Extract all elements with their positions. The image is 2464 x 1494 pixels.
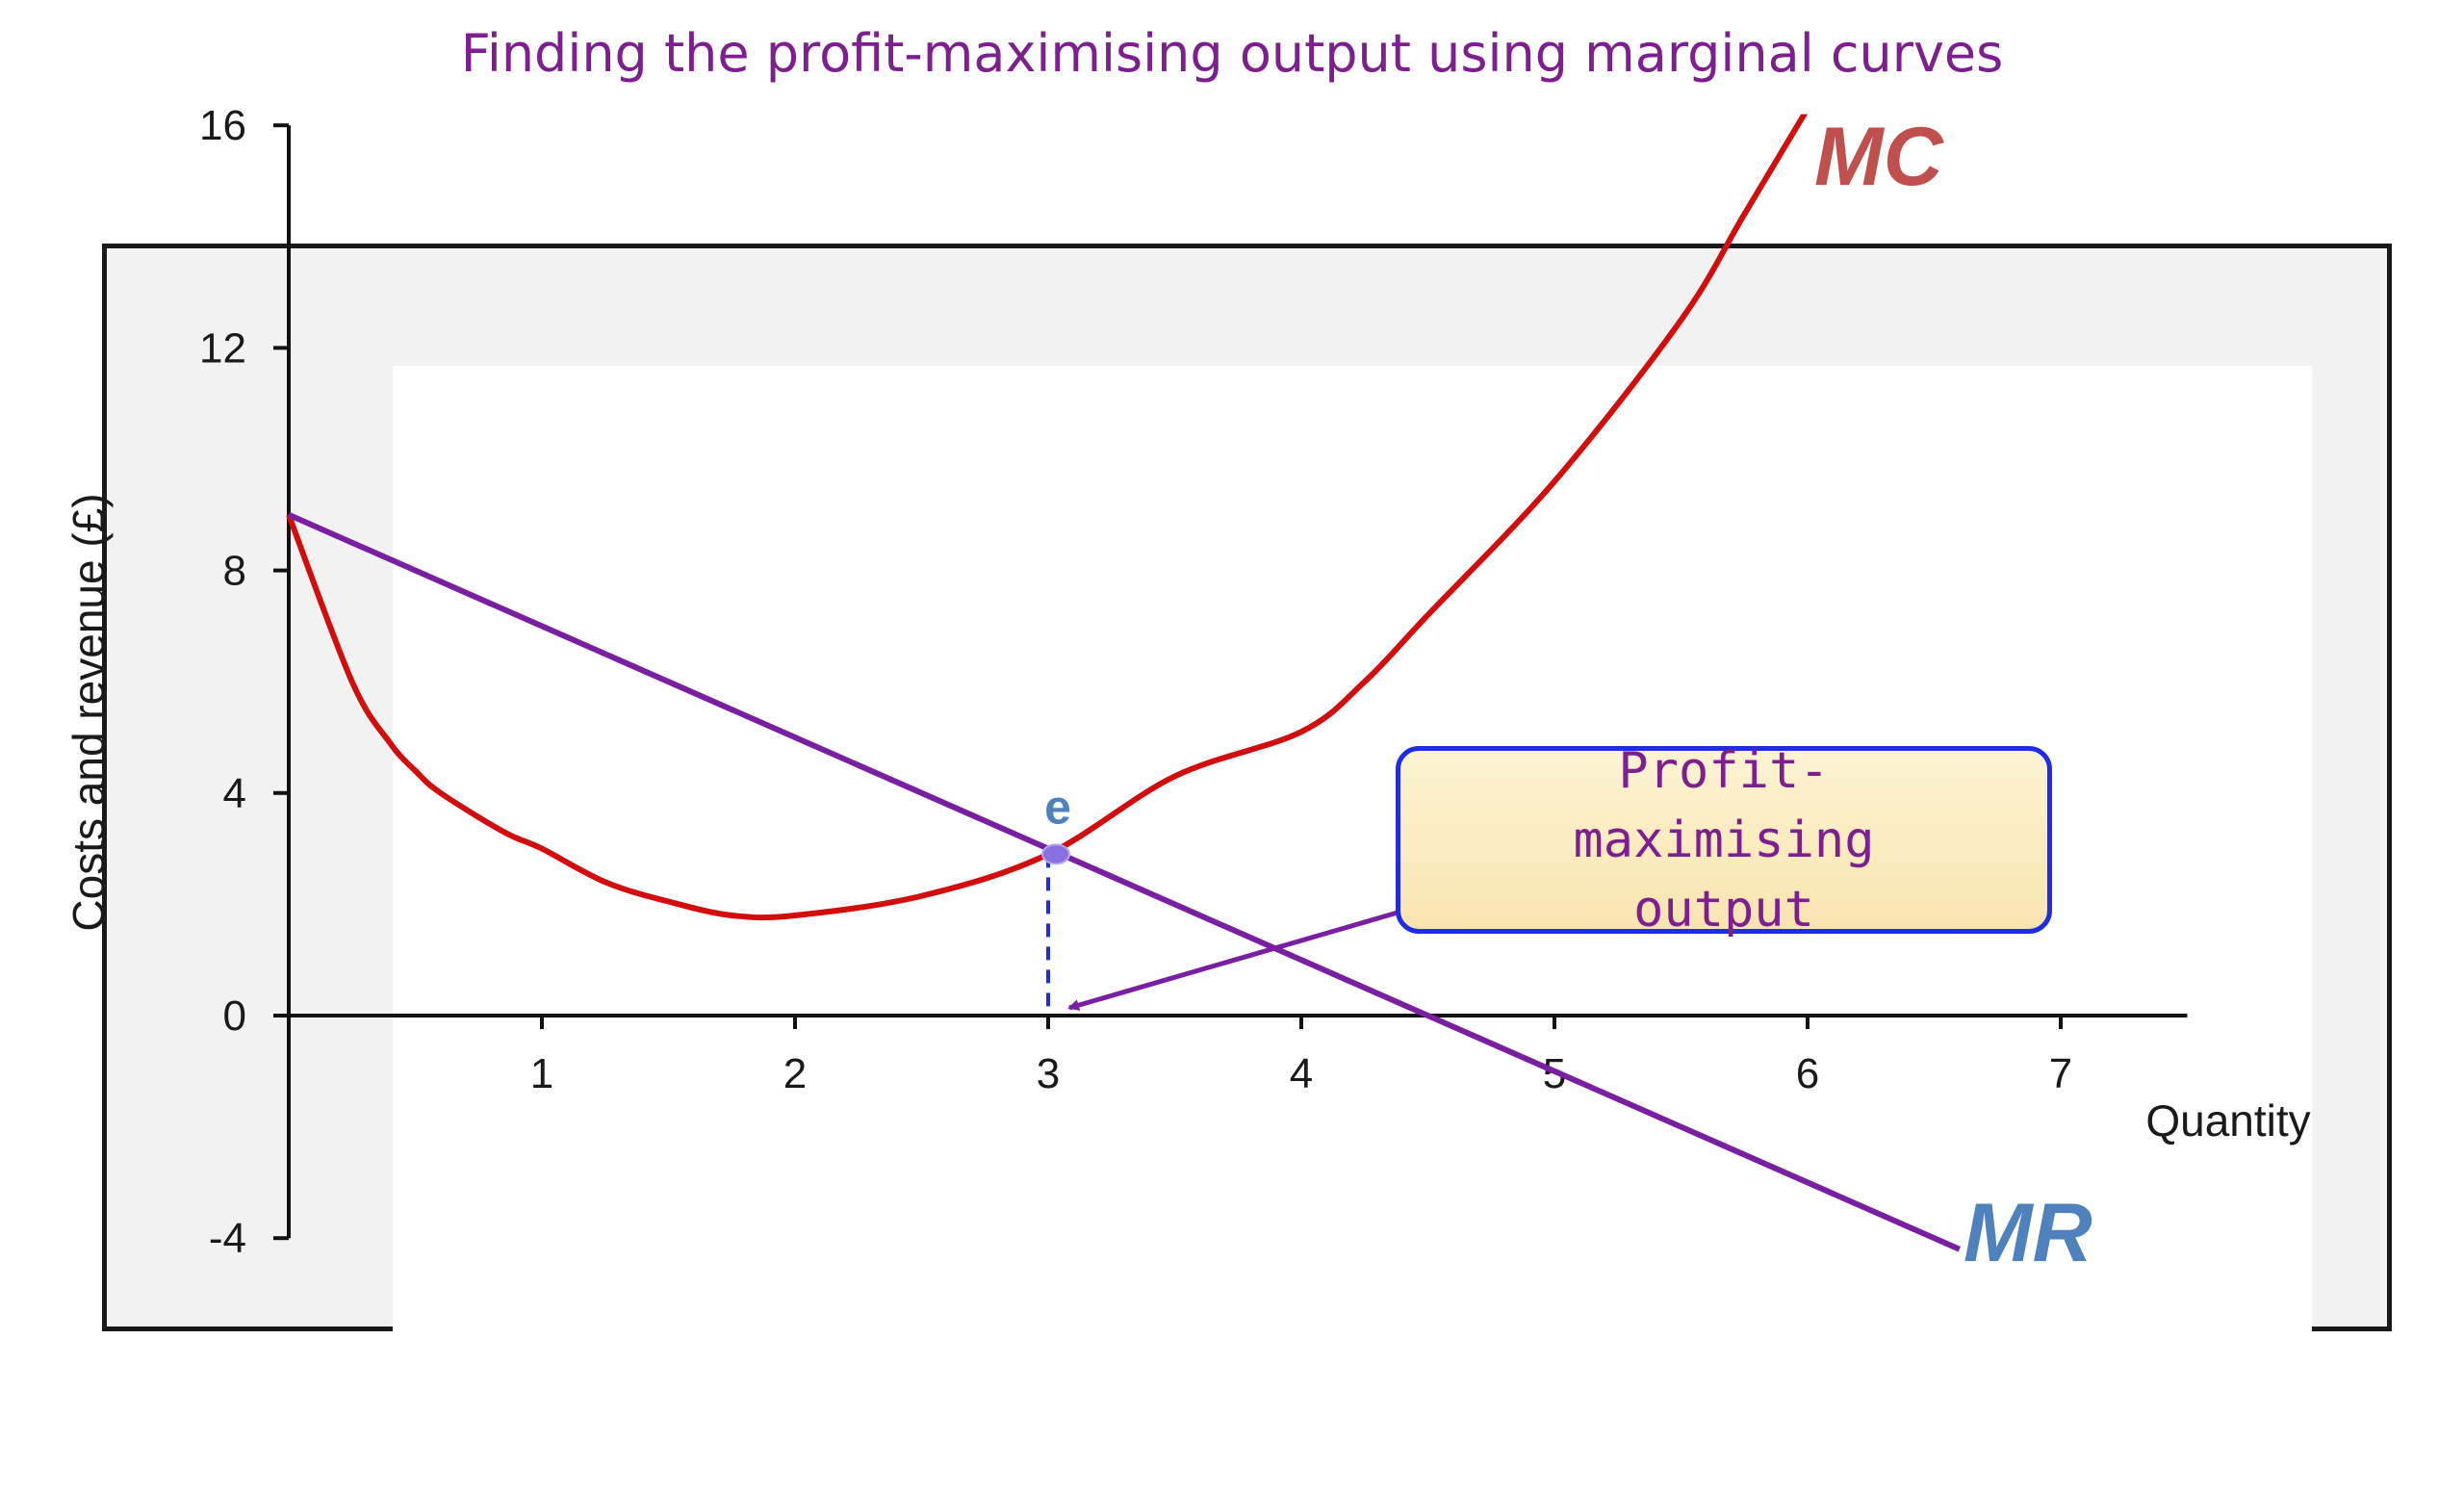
chart-title: Finding the profit-maximising output usi… [460,23,2004,84]
y-tick-label: 4 [223,770,246,817]
profit-maximising-callout: Profit-maximising output [1396,742,2052,939]
curves [286,114,1962,1252]
axes: -404812161234567 [199,102,2188,1262]
x-tick-label: 2 [783,1050,807,1097]
x-tick-label: 7 [2049,1050,2072,1097]
equilibrium-point-e [1041,843,1070,865]
x-tick-label: 6 [1796,1050,1819,1097]
mc-label: MC [1814,111,1945,203]
x-axis-label: Quantity [2145,1095,2310,1146]
y-tick-label: 0 [223,992,246,1040]
point-e-label: e [1044,780,1071,834]
y-tick-label: 8 [223,548,246,595]
y-axis-label: Costs and revenue (£) [64,493,114,931]
y-tick-label: 16 [199,102,246,149]
y-tick-label: 12 [199,324,246,372]
x-tick-label: 3 [1037,1050,1060,1097]
x-tick-label: 4 [1290,1050,1313,1097]
callout-text: Profit-maximising output [1573,741,1875,939]
callout-arrow [1067,910,1399,1011]
x-tick-label: 1 [530,1050,553,1097]
y-tick-label: -4 [209,1215,246,1262]
mc-curve [286,114,1809,921]
mr-line [287,512,1962,1252]
chart-labels: Quantity Costs and revenue (£) e MC MR [64,111,2311,1279]
mr-label: MR [1964,1187,2092,1279]
